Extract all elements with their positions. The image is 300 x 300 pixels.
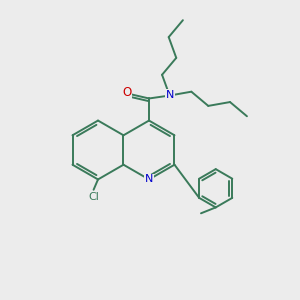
Text: N: N [145, 174, 153, 184]
Text: Cl: Cl [88, 192, 99, 202]
Text: O: O [122, 86, 131, 99]
Text: N: N [166, 90, 174, 100]
